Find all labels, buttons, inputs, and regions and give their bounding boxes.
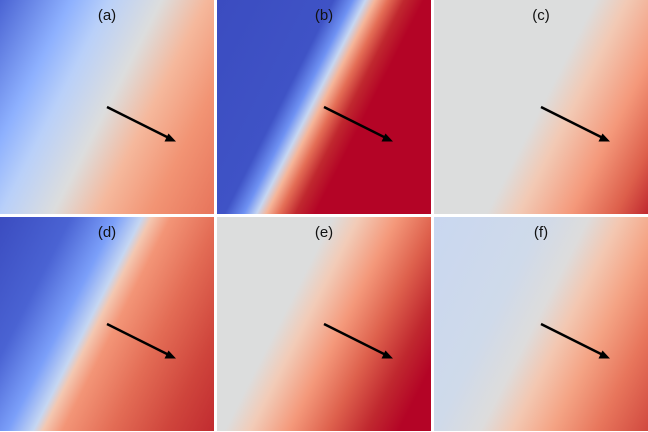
- arrow-layer: [106, 322, 176, 359]
- panel-label: (c): [532, 7, 550, 24]
- panel-label: (f): [533, 224, 549, 241]
- arrow-head: [598, 133, 610, 142]
- field-panel: (f): [434, 217, 648, 431]
- arrow-head: [381, 133, 393, 142]
- arrow-shaft: [106, 105, 171, 140]
- arrow-layer: [540, 105, 610, 142]
- arrow-head: [381, 350, 393, 359]
- panel-label: (b): [314, 7, 334, 24]
- panel-label: (d): [97, 224, 117, 241]
- field-panel: (d): [0, 217, 214, 431]
- arrow-layer: [323, 105, 393, 142]
- arrow-shaft: [323, 105, 388, 140]
- field-panel: (c): [434, 0, 648, 214]
- field-panel: (a): [0, 0, 214, 214]
- arrow-head: [164, 133, 176, 142]
- field-panel: (e): [217, 217, 431, 431]
- panel-label: (a): [97, 7, 117, 24]
- arrow-shaft: [540, 322, 605, 357]
- arrow-head: [598, 350, 610, 359]
- arrow-layer: [323, 322, 393, 359]
- field-panel: (b): [217, 0, 431, 214]
- arrow-head: [164, 350, 176, 359]
- panel-label: (e): [314, 224, 334, 241]
- arrow-shaft: [540, 105, 605, 140]
- arrow-shaft: [323, 322, 388, 357]
- arrow-layer: [540, 322, 610, 359]
- arrow-layer: [106, 105, 176, 142]
- arrow-shaft: [106, 322, 171, 357]
